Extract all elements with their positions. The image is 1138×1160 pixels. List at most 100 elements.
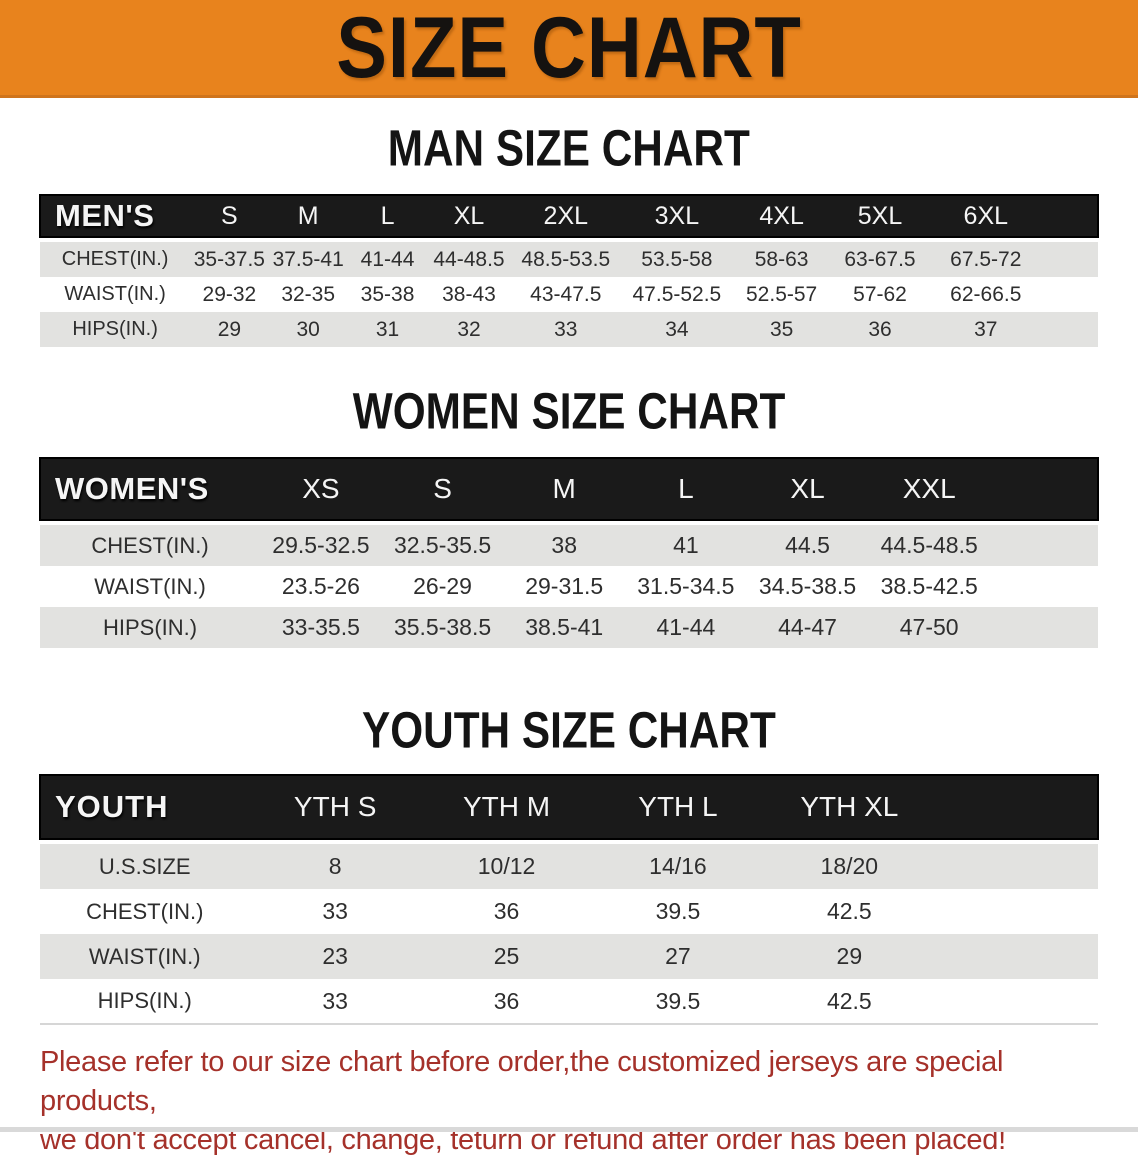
size-chart-banner: SIZE CHART — [0, 0, 1138, 98]
cell: 38.5-41 — [525, 614, 604, 640]
cell: 33 — [322, 987, 348, 1014]
cell: 41-44 — [656, 614, 716, 640]
row-label: U.S.SIZE — [98, 853, 191, 879]
filler-cell — [990, 607, 1098, 648]
cell: 39.5 — [655, 987, 701, 1014]
row-label: HIPS(IN.) — [97, 988, 192, 1013]
cell: 29.5-32.5 — [272, 532, 370, 558]
cell: 38-43 — [442, 282, 496, 306]
row-label: CHEST(IN.) — [86, 898, 204, 924]
filler-cell — [935, 934, 1098, 979]
youth-size-header: YTH S — [293, 791, 377, 822]
mens-size-table: MEN'S S M L XL 2XL 3XL 4XL 5XL 6XL CHEST… — [39, 194, 1099, 347]
cell: 42.5 — [826, 987, 872, 1014]
cell: 41-44 — [360, 247, 415, 271]
youth-size-header: YTH M — [463, 791, 551, 822]
table-row: HIPS(IN.) 33-35.5 35.5-38.5 38.5-41 41-4… — [40, 607, 1098, 648]
row-label: HIPS(IN.) — [102, 614, 198, 640]
cell: 38.5-42.5 — [880, 573, 978, 599]
cell: 34 — [665, 317, 689, 341]
cell: 29 — [217, 317, 242, 341]
cell: 44-48.5 — [433, 247, 505, 271]
table-row: U.S.SIZE 8 10/12 14/16 18/20 — [40, 844, 1098, 889]
cell: 58-63 — [754, 247, 809, 271]
youth-header-row: YOUTH YTH S YTH M YTH L YTH XL — [40, 775, 1098, 839]
youth-corner-label: YOUTH — [55, 789, 169, 824]
cell: 37 — [974, 317, 998, 341]
filler-cell — [935, 775, 1098, 839]
cell: 35-38 — [360, 282, 415, 306]
man-section-title: MAN SIZE CHART — [0, 119, 1138, 177]
cell: 30 — [296, 317, 320, 341]
disclaimer-text: Please refer to our size chart before or… — [40, 1043, 1110, 1160]
youth-size-table: YOUTH YTH S YTH M YTH L YTH XL U.S.SIZE … — [39, 774, 1099, 1025]
mens-size-header: 6XL — [963, 201, 1009, 230]
row-label: CHEST(IN.) — [91, 532, 209, 558]
cell: 14/16 — [649, 853, 707, 879]
row-label: WAIST(IN.) — [64, 283, 166, 305]
cell: 10/12 — [477, 853, 536, 879]
table-row: CHEST(IN.) 33 36 39.5 42.5 — [40, 889, 1098, 934]
cell: 41 — [673, 532, 699, 558]
spacer-row — [40, 839, 1098, 844]
cell: 23 — [322, 943, 348, 969]
mens-header-row: MEN'S S M L XL 2XL 3XL 4XL 5XL 6XL — [40, 195, 1098, 237]
cell: 32 — [457, 317, 481, 341]
womens-size-header: XS — [302, 473, 340, 504]
cell: 27 — [665, 943, 691, 969]
womens-size-header: XL — [790, 473, 825, 504]
banner-title: SIZE CHART — [336, 0, 802, 96]
row-label: CHEST(IN.) — [61, 248, 169, 270]
table-row: WAIST(IN.) 29-32 32-35 35-38 38-43 43-47… — [40, 277, 1098, 312]
filler-cell — [990, 566, 1098, 607]
cell: 67.5-72 — [950, 247, 1022, 271]
mens-size-header: M — [297, 201, 319, 230]
table-row: HIPS(IN.) 33 36 39.5 42.5 — [40, 979, 1098, 1024]
womens-size-header: S — [433, 473, 452, 504]
table-row: CHEST(IN.) 29.5-32.5 32.5-35.5 38 41 44.… — [40, 525, 1098, 566]
filler-cell — [1042, 242, 1098, 277]
cell: 31 — [375, 317, 400, 341]
table-row: WAIST(IN.) 23 25 27 29 — [40, 934, 1098, 979]
man-section-title-text: MAN SIZE CHART — [387, 119, 751, 177]
cell: 31.5-34.5 — [637, 573, 735, 599]
cell: 44-47 — [778, 614, 837, 640]
row-label: WAIST(IN.) — [88, 943, 201, 969]
cell: 32.5-35.5 — [393, 532, 492, 558]
mens-size-header: 3XL — [654, 201, 700, 230]
cell: 38 — [551, 532, 578, 558]
filler-cell — [990, 525, 1098, 566]
filler-cell — [1042, 312, 1098, 347]
cell: 29-31.5 — [525, 573, 604, 599]
cell: 36 — [493, 987, 520, 1014]
cell: 34.5-38.5 — [758, 573, 857, 599]
row-label: HIPS(IN.) — [72, 318, 158, 340]
youth-size-header: YTH L — [638, 791, 718, 822]
cell: 57-62 — [853, 282, 907, 306]
cell: 62-66.5 — [950, 282, 1022, 306]
mens-size-header: XL — [453, 201, 485, 230]
filler-cell — [935, 889, 1098, 934]
cell: 29 — [836, 943, 863, 969]
cell: 26-29 — [413, 573, 472, 599]
womens-corner-label: WOMEN'S — [55, 471, 209, 506]
disclaimer-line-1: Please refer to our size chart before or… — [40, 1046, 1004, 1117]
cell: 33-35.5 — [281, 614, 360, 640]
cell: 53.5-58 — [641, 247, 713, 271]
womens-header-row: WOMEN'S XS S M L XL XXL — [40, 458, 1098, 520]
cell: 32-35 — [281, 282, 336, 306]
cell: 36 — [493, 898, 520, 924]
cell: 18/20 — [820, 853, 879, 879]
cell: 47.5-52.5 — [632, 282, 722, 306]
spacer-row — [40, 520, 1098, 525]
cell: 39.5 — [655, 898, 701, 924]
cell: 37.5-41 — [272, 247, 344, 271]
mens-size-header: 4XL — [759, 201, 804, 230]
filler-cell — [990, 458, 1098, 520]
cell: 63-67.5 — [844, 247, 916, 271]
filler-cell — [935, 979, 1098, 1024]
youth-section-title: YOUTH SIZE CHART — [0, 701, 1138, 758]
womens-size-header: L — [678, 473, 694, 504]
womens-size-header: M — [552, 473, 576, 504]
cell: 23.5-26 — [281, 573, 360, 599]
